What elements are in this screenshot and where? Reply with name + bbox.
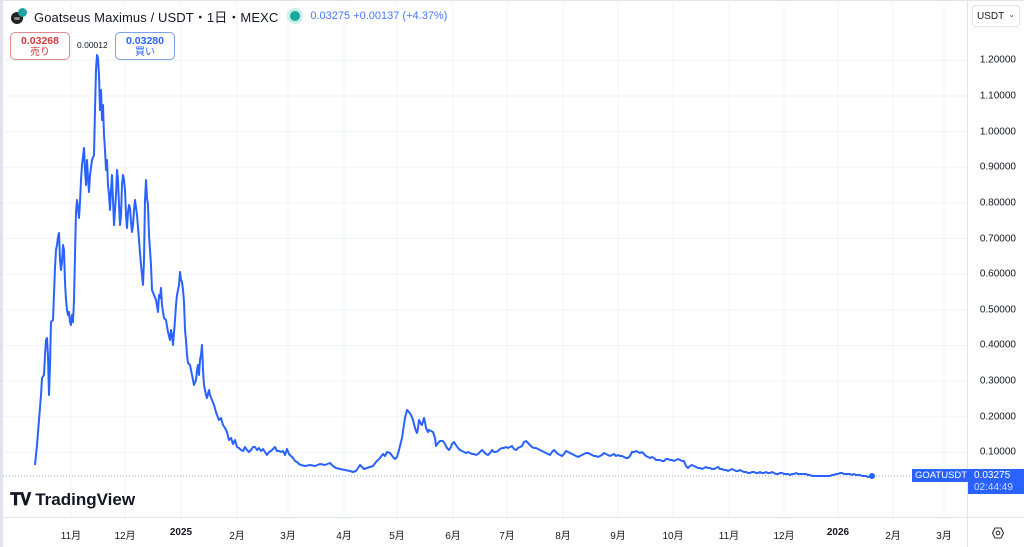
price-tick-label: 0.50000	[979, 304, 1016, 316]
price-tick-label: 0.10000	[979, 446, 1016, 458]
goat-coin-icon	[10, 7, 28, 25]
time-tick-label: 2025	[169, 527, 193, 538]
price-tick-label: 1.20000	[979, 54, 1016, 66]
time-tick-label: 12月	[114, 531, 136, 542]
price-line-chart	[3, 0, 967, 517]
settings-gear-icon[interactable]	[992, 527, 1004, 539]
price-tick-label: 0.80000	[979, 197, 1016, 209]
chart-legend-header: Goatseus Maximus / USDT・1日・MEXC 0.03275 …	[10, 6, 447, 26]
chart-plot-area[interactable]	[3, 0, 967, 517]
spread-value: 0.00012	[77, 40, 108, 50]
price-tick-label: 0.40000	[979, 339, 1016, 351]
time-tick-label: 4月	[336, 531, 352, 542]
time-tick-label: 7月	[499, 531, 515, 542]
currency-label: USDT	[977, 11, 1005, 22]
time-tick-label: 8月	[555, 531, 571, 542]
chevron-down-icon: ⌄	[1008, 10, 1015, 19]
time-tick-label: 12月	[773, 531, 795, 542]
time-tick-label: 5月	[389, 531, 405, 542]
time-tick-label: 11月	[60, 531, 82, 542]
last-price-change: 0.03275 +0.00137 (+4.37%)	[310, 10, 448, 22]
last-price-label: 0.03275 02:44:49	[968, 469, 1024, 494]
time-tick-label: 11月	[718, 531, 740, 542]
sell-button[interactable]: 0.03268 売り	[10, 32, 70, 60]
last-price-value: 0.03275	[974, 470, 1011, 481]
tradingview-mark-icon: 𝐓𝐕	[10, 490, 31, 510]
market-open-dot-icon	[290, 11, 301, 21]
price-series-line	[34, 54, 873, 478]
buy-price: 0.03280	[126, 35, 164, 47]
time-axis[interactable]: 11月 12月 2025 2月 3月 4月 5月 6月 7月 8月 9月 10月 11月 12月 2026 2…	[3, 517, 967, 547]
time-tick-label: 3月	[936, 531, 952, 542]
time-tick-label: 2月	[885, 531, 901, 542]
price-tick-label: 1.10000	[979, 90, 1016, 102]
last-point-marker	[869, 473, 875, 479]
price-axis[interactable]: 1.20000 1.10000 1.00000 0.90000 0.80000 0.700…	[967, 0, 1024, 517]
tradingview-logo[interactable]: 𝐓𝐕 TradingView	[10, 490, 135, 510]
sell-label: 売り	[30, 47, 50, 58]
time-tick-label: 10月	[662, 531, 684, 542]
symbol-price-tag: GOATUSDT	[912, 469, 971, 482]
sell-price: 0.03268	[21, 35, 59, 47]
price-tick-label: 0.60000	[979, 268, 1016, 280]
time-tick-label: 6月	[445, 531, 461, 542]
bar-countdown: 02:44:49	[974, 482, 1013, 493]
price-tick-label: 0.30000	[979, 375, 1016, 387]
price-tick-label: 0.70000	[979, 233, 1016, 245]
price-tick-label: 0.20000	[979, 411, 1016, 423]
buy-button[interactable]: 0.03280 買い	[115, 32, 175, 60]
symbol-title[interactable]: Goatseus Maximus / USDT・1日・MEXC	[34, 9, 279, 25]
time-tick-label: 2026	[826, 527, 850, 538]
price-tick-label: 1.00000	[979, 126, 1016, 138]
currency-selector[interactable]: USDT ⌄	[972, 5, 1020, 27]
buy-label: 買い	[135, 47, 155, 58]
price-tick-label: 0.90000	[979, 161, 1016, 173]
tradingview-wordmark: TradingView	[35, 490, 136, 509]
time-tick-label: 2月	[229, 531, 245, 542]
time-tick-label: 9月	[610, 531, 626, 542]
time-tick-label: 3月	[280, 531, 296, 542]
axis-corner	[967, 517, 1024, 547]
